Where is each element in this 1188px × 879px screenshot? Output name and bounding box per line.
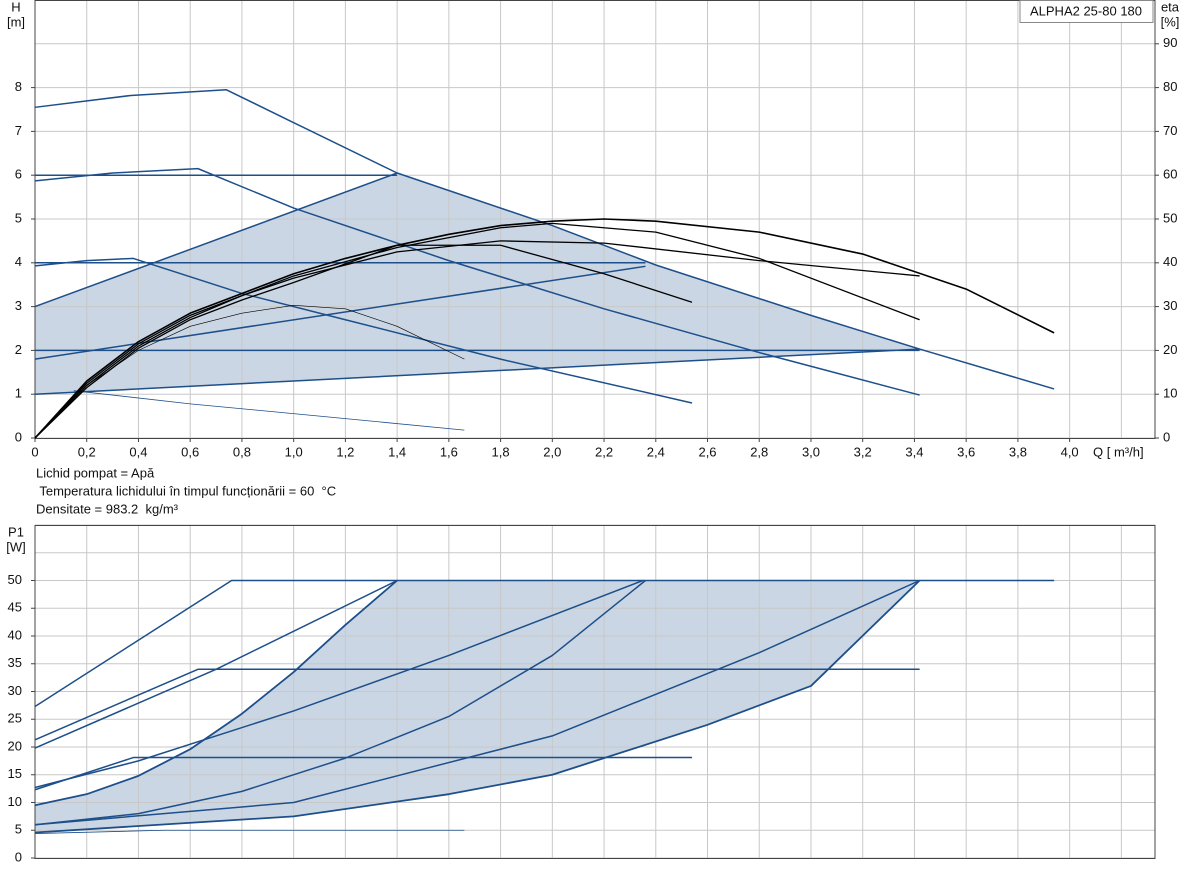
x-tick-label: 2,2 <box>595 444 613 459</box>
y-tick-label: 5 <box>15 822 22 837</box>
curve <box>34 579 1055 708</box>
x-tick-label: 2,0 <box>543 444 561 459</box>
y-tick-label: 40 <box>8 627 22 642</box>
y2-tick-label: 80 <box>1163 79 1177 94</box>
y2-axis-label: eta <box>1161 0 1180 14</box>
y-tick-label: 35 <box>8 655 22 670</box>
y-tick-label: 6 <box>15 167 22 182</box>
y-tick-label: 10 <box>8 794 22 809</box>
x-tick-label: 2,6 <box>698 444 716 459</box>
y2-tick-label: 90 <box>1163 35 1177 50</box>
title-box <box>1019 0 1154 23</box>
y2-tick-label: 40 <box>1163 254 1177 269</box>
y-tick-label: 0 <box>15 429 22 444</box>
y2-tick-label: 20 <box>1163 342 1177 357</box>
y-axis-unit: [m] <box>7 14 25 29</box>
y-tick-label: 45 <box>8 600 22 615</box>
fluid-note: Lichid pompat = Apă <box>36 465 155 480</box>
curve <box>34 167 920 396</box>
y2-tick-label: 60 <box>1163 167 1177 182</box>
x-tick-label: 0,4 <box>129 444 147 459</box>
y-tick-label: 4 <box>15 254 22 269</box>
x-tick-label: 1,0 <box>285 444 303 459</box>
x-tick-label: 3,8 <box>1009 444 1027 459</box>
x-tick-label: 1,6 <box>440 444 458 459</box>
curve <box>34 668 920 741</box>
y-tick-label: 15 <box>8 766 22 781</box>
x-tick-label: 0,2 <box>78 444 96 459</box>
y-axis-label: P1 <box>8 524 24 539</box>
x-tick-label: 3,6 <box>957 444 975 459</box>
y-tick-label: 3 <box>15 298 22 313</box>
x-tick-label: 2,4 <box>647 444 665 459</box>
x-tick-label: 0,8 <box>233 444 251 459</box>
curve <box>34 579 920 826</box>
y2-tick-label: 70 <box>1163 123 1177 138</box>
y2-tick-label: 30 <box>1163 298 1177 313</box>
x-tick-label: 1,8 <box>492 444 510 459</box>
curve <box>34 579 644 789</box>
y-axis-unit: [W] <box>6 539 26 554</box>
x-tick-label: 4,0 <box>1061 444 1079 459</box>
operating-area <box>35 173 920 395</box>
operating-area <box>35 580 920 833</box>
x-tick-label: 3,0 <box>802 444 820 459</box>
curve <box>34 172 398 308</box>
y-tick-label: 1 <box>15 386 22 401</box>
chart-title: ALPHA2 25-80 180 <box>1030 3 1142 18</box>
x-tick-label: 1,4 <box>388 444 406 459</box>
efficiency-curve <box>34 240 920 439</box>
curve <box>73 390 465 431</box>
y-tick-label: 25 <box>8 711 22 726</box>
y2-tick-label: 0 <box>1163 429 1170 444</box>
x-tick-label: 0 <box>31 444 38 459</box>
curve <box>34 579 398 807</box>
y-tick-label: 50 <box>8 572 22 587</box>
y-tick-label: 30 <box>8 683 22 698</box>
curve <box>34 348 920 395</box>
y2-tick-label: 50 <box>1163 210 1177 225</box>
y2-axis-unit: [%] <box>1161 14 1180 29</box>
curve <box>34 829 465 834</box>
y-tick-label: 0 <box>15 849 22 864</box>
x-tick-label: 1,2 <box>336 444 354 459</box>
y-tick-label: 20 <box>8 738 22 753</box>
curve <box>34 89 1055 390</box>
curve <box>34 579 398 749</box>
y-tick-label: 2 <box>15 342 22 357</box>
x-tick-label: 0,6 <box>181 444 199 459</box>
y-tick-label: 7 <box>15 123 22 138</box>
y-tick-label: 8 <box>15 79 22 94</box>
y-tick-label: 5 <box>15 210 22 225</box>
efficiency-curve <box>34 222 920 439</box>
curve <box>34 579 646 826</box>
x-axis-label: Q [ m³/h] <box>1093 444 1144 459</box>
efficiency-curve <box>34 218 1055 439</box>
fluid-note: Temperatura lichidului în timpul funcțio… <box>36 483 336 498</box>
x-tick-label: 3,2 <box>854 444 872 459</box>
curve <box>34 579 921 834</box>
y-axis-label: H <box>11 0 20 14</box>
fluid-note: Densitate = 983.2 kg/m³ <box>36 501 179 516</box>
efficiency-curve <box>34 304 465 439</box>
y2-tick-label: 10 <box>1163 386 1177 401</box>
x-tick-label: 2,8 <box>750 444 768 459</box>
x-tick-label: 3,4 <box>905 444 923 459</box>
